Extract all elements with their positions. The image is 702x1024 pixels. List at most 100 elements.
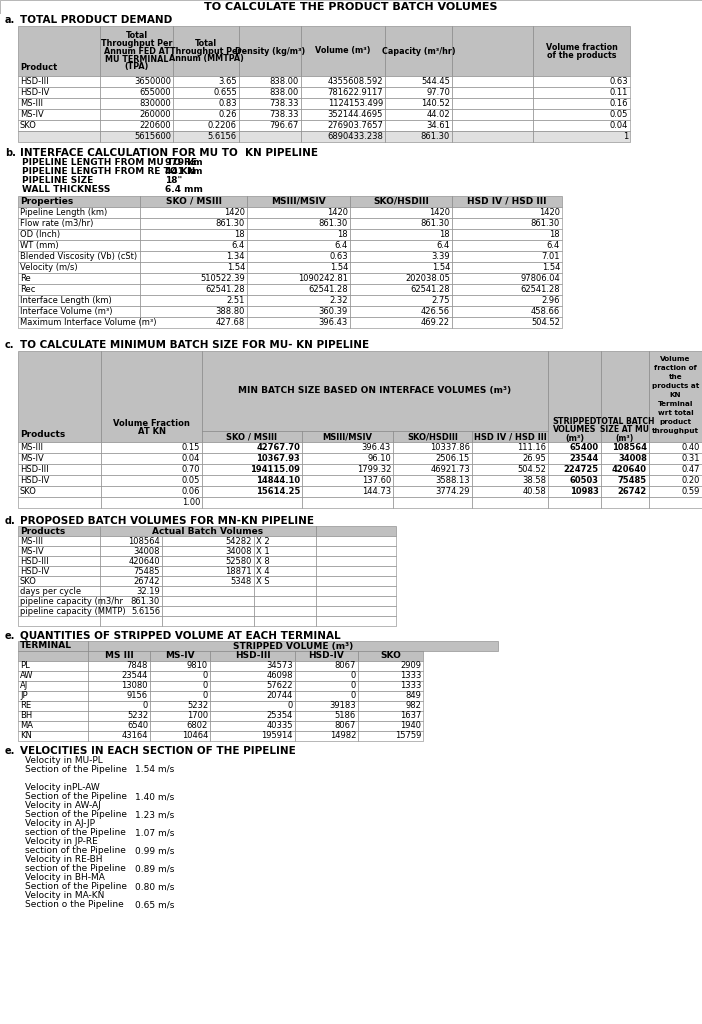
Text: 10983: 10983 [570,487,599,496]
Bar [301,98,385,109]
Bar [533,87,630,98]
Bar [393,442,472,453]
Bar [140,207,247,218]
Text: 14844.10: 14844.10 [256,476,300,485]
Bar [316,566,396,575]
Text: 1090242.81: 1090242.81 [298,274,348,283]
Text: 6802: 6802 [187,722,208,730]
Bar [247,273,350,284]
Text: 655000: 655000 [140,88,171,97]
Text: 40.58: 40.58 [522,487,546,496]
Text: 1333: 1333 [399,682,421,690]
Bar [173,76,239,87]
Bar [254,586,316,596]
Bar [358,701,423,711]
Bar [100,586,162,596]
Bar [140,295,247,306]
Bar [254,606,316,616]
Text: 44.02: 44.02 [426,110,450,119]
Bar [254,596,316,606]
Bar [18,721,88,731]
Text: 0.80 m/s: 0.80 m/s [135,882,174,891]
Bar [295,662,358,671]
Text: 7848: 7848 [126,662,148,671]
Text: 5232: 5232 [127,712,148,721]
Bar [18,453,101,464]
Text: 0.99 m/s: 0.99 m/s [135,846,174,855]
Bar [18,229,140,240]
Bar [649,486,702,497]
Text: 1333: 1333 [399,672,421,681]
Text: 830000: 830000 [139,99,171,108]
Bar [18,691,88,701]
Text: Velocity in RE-BH: Velocity in RE-BH [25,855,102,864]
Bar [150,681,210,691]
Bar [100,596,162,606]
Bar [350,284,452,295]
Text: 0.2206: 0.2206 [208,121,237,130]
Text: HSD-IV: HSD-IV [20,566,49,575]
Text: TO CALCULATE MINIMUM BATCH SIZE FOR MU- KN PIPELINE: TO CALCULATE MINIMUM BATCH SIZE FOR MU- … [20,341,369,350]
Bar [350,262,452,273]
Text: 224725: 224725 [564,465,599,474]
Text: 0.655: 0.655 [213,88,237,97]
Text: a.: a. [5,15,15,25]
Text: 1.07 m/s: 1.07 m/s [135,828,174,837]
Text: 14982: 14982 [330,731,356,740]
Bar [358,671,423,681]
Text: Velocity in AW-AJ: Velocity in AW-AJ [25,801,101,810]
Bar [173,109,239,120]
Bar [18,317,140,328]
Text: WT (mm): WT (mm) [20,241,59,250]
Text: SKO: SKO [380,651,401,660]
Text: 8067: 8067 [335,722,356,730]
Text: MS-III: MS-III [20,443,43,452]
Text: 861.30: 861.30 [420,219,450,228]
Bar [140,240,247,251]
Text: 38.58: 38.58 [522,476,546,485]
Bar [350,196,452,207]
Bar [162,536,254,546]
Bar [350,251,452,262]
Text: Annum FED AT: Annum FED AT [104,46,169,55]
Bar [302,475,393,486]
Bar [100,616,162,626]
Bar [385,120,452,131]
Text: 0.89 m/s: 0.89 m/s [135,864,174,873]
Text: 360.39: 360.39 [319,307,348,316]
Bar [162,596,254,606]
Bar [18,251,140,262]
Text: 0.40: 0.40 [682,443,700,452]
Bar [302,431,393,442]
Text: 62541.28: 62541.28 [206,285,245,294]
Text: Terminal: Terminal [658,401,693,407]
Text: 0.04: 0.04 [182,454,200,463]
Bar [18,711,88,721]
Bar [385,109,452,120]
Bar [210,691,295,701]
Bar [173,98,239,109]
Text: 0.04: 0.04 [609,121,628,130]
Text: X 4: X 4 [256,566,270,575]
Bar [452,207,562,218]
Bar [210,681,295,691]
Bar [210,721,295,731]
Text: 26742: 26742 [133,577,160,586]
Bar [162,556,254,566]
Bar [101,442,202,453]
Bar [649,475,702,486]
Bar [202,453,302,464]
Text: 1420: 1420 [327,208,348,217]
Text: e.: e. [5,746,15,756]
Text: SKO: SKO [20,577,37,586]
Text: 738.33: 738.33 [270,99,299,108]
Text: 1: 1 [623,132,628,141]
Bar [358,651,423,662]
Text: KN: KN [20,731,32,740]
Bar [472,464,548,475]
Text: 982: 982 [405,701,421,711]
Text: 54282: 54282 [225,537,252,546]
Text: MA: MA [20,722,33,730]
Bar [452,87,533,98]
Text: 420640: 420640 [128,556,160,565]
